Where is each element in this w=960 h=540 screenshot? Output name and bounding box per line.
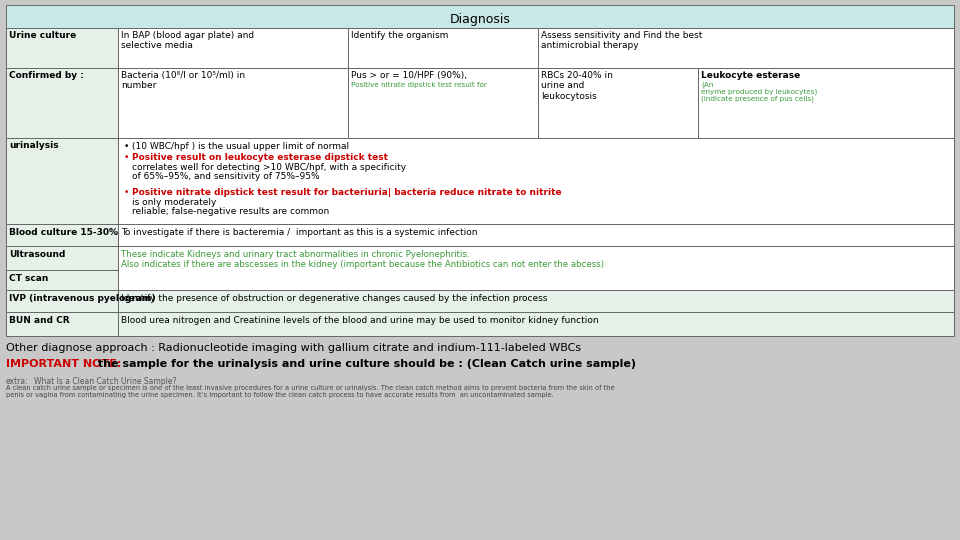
Bar [118,224,954,246]
Bar [6,246,118,270]
Text: In BAP (blood agar plate) and
selective media: In BAP (blood agar plate) and selective … [121,31,254,50]
Text: CT scan: CT scan [9,274,48,283]
Text: Pus > or = 10/HPF (90%),: Pus > or = 10/HPF (90%), [351,71,467,80]
Text: What Is a Clean Catch Urine Sample?: What Is a Clean Catch Urine Sample? [34,377,177,386]
Text: (10 WBC/hpf ) is the usual upper limit of normal: (10 WBC/hpf ) is the usual upper limit o… [132,142,349,151]
Text: BUN and CR: BUN and CR [9,316,70,325]
Text: correlates well for detecting >10 WBC/hpf, with a specificity: correlates well for detecting >10 WBC/hp… [132,163,406,172]
Text: These indicate Kidneys and urinary tract abnormalities in chronic Pyelonephritis: These indicate Kidneys and urinary tract… [121,250,469,259]
Text: Also indicates if there are abscesses in the kidney (important because the Antib: Also indicates if there are abscesses in… [121,260,604,269]
Bar [6,290,118,312]
Text: IVP (intravenous pyelogram): IVP (intravenous pyelogram) [9,294,156,303]
Bar [118,246,954,290]
Bar [6,224,118,246]
Text: •: • [124,142,130,151]
Text: Diagnosis: Diagnosis [449,12,511,25]
Bar [698,68,954,138]
Text: reliable; false-negative results are common: reliable; false-negative results are com… [132,207,329,216]
Text: Confirmed by :: Confirmed by : [9,71,84,80]
Bar [6,138,118,224]
Bar [538,28,954,68]
Bar [118,68,348,138]
Bar [118,138,954,224]
Text: •: • [124,153,130,162]
Text: is only moderately: is only moderately [132,198,216,207]
Text: Positive nitrate dipstick test result for bacteriuria| bacteria reduce nitrate t: Positive nitrate dipstick test result fo… [132,188,562,197]
Text: Identify the presence of obstruction or degenerative changes caused by the infec: Identify the presence of obstruction or … [121,294,547,303]
Bar [348,68,538,138]
Text: Urine culture: Urine culture [9,31,76,40]
Text: Blood urea nitrogen and Creatinine levels of the blood and urine may be used to : Blood urea nitrogen and Creatinine level… [121,316,599,325]
Text: To investigate if there is bacteremia /  important as this is a systemic infecti: To investigate if there is bacteremia / … [121,228,477,237]
Text: Other diagnose approach : Radionucleotide imaging with gallium citrate and indiu: Other diagnose approach : Radionucleotid… [6,343,581,353]
Text: Identify the organism: Identify the organism [351,31,448,40]
Bar [118,28,348,68]
Bar [6,28,118,68]
Text: •: • [124,188,130,197]
Text: Blood culture 15-30%: Blood culture 15-30% [9,228,118,237]
Text: Positive result on leukocyte esterase dipstick test: Positive result on leukocyte esterase di… [132,153,388,162]
Bar [6,270,118,290]
Bar [538,68,698,138]
Bar [6,5,954,28]
Text: Bacteria (10⁸/l or 10⁵/ml) in
number: Bacteria (10⁸/l or 10⁵/ml) in number [121,71,245,90]
Bar [6,312,118,336]
Bar [118,312,954,336]
Text: Ultrasound: Ultrasound [9,250,65,259]
Bar [6,68,118,138]
Text: Assess sensitivity and Find the best
antimicrobial therapy: Assess sensitivity and Find the best ant… [541,31,703,50]
Text: of 65%–95%, and sensitivity of 75%–95%: of 65%–95%, and sensitivity of 75%–95% [132,172,320,181]
Text: IMPORTANT NOTE:: IMPORTANT NOTE: [6,359,121,369]
Text: the sample for the urinalysis and urine culture should be : (Clean Catch urine s: the sample for the urinalysis and urine … [94,359,636,369]
Text: A clean catch urine sample or specimen is one of the least invasive procedures f: A clean catch urine sample or specimen i… [6,385,614,398]
Bar [348,28,538,68]
Text: urinalysis: urinalysis [9,141,59,150]
Text: Leukocyte esterase: Leukocyte esterase [701,71,804,80]
Text: Positive nitrate dipstick test result for: Positive nitrate dipstick test result fo… [351,82,487,88]
Text: extra:: extra: [6,377,29,386]
Text: (An
enyme produced by leukocytes)
(indicate presence of pus cells): (An enyme produced by leukocytes) (indic… [701,81,817,103]
Bar [118,290,954,312]
Text: RBCs 20-40% in
urine and
leukocytosis: RBCs 20-40% in urine and leukocytosis [541,71,612,101]
